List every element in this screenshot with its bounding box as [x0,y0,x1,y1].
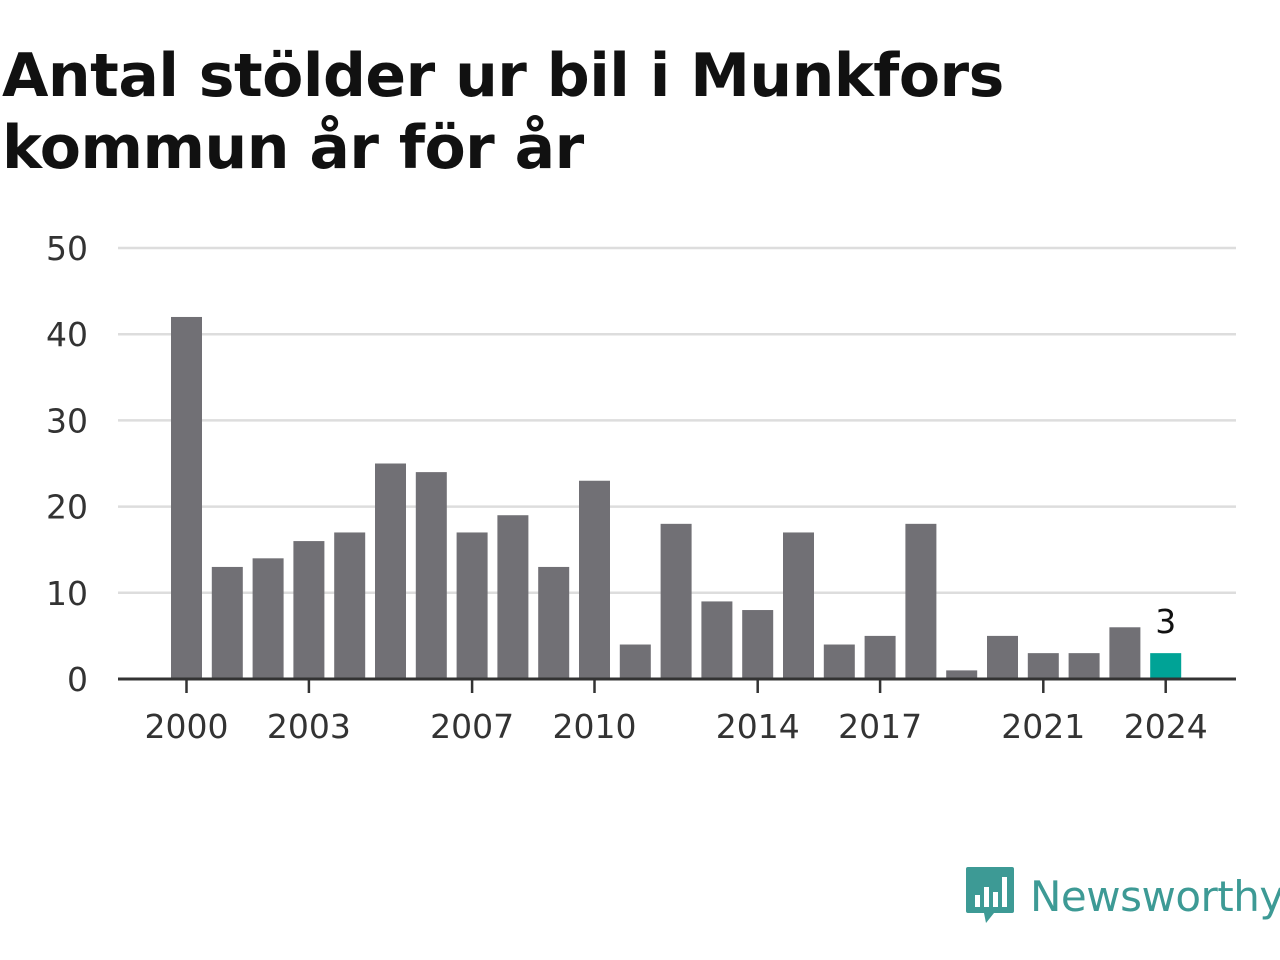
bar-2020 [987,635,1018,679]
x-tick-label-2010: 2010 [553,707,637,746]
bar-2024 [1150,653,1182,679]
bar-2022 [1068,653,1100,679]
x-tick-label-2014: 2014 [716,707,800,746]
bar-2002 [252,558,284,679]
y-axis: 0 10 20 30 40 50 [46,229,88,699]
bar-2009 [538,566,570,679]
bars [171,316,1182,679]
bar-2012 [660,523,692,679]
newsworthy-logo: Newsworthy [964,864,1280,928]
bar-2000 [171,316,202,679]
bar-2023 [1109,627,1141,679]
logo-text: Newsworthy [1030,871,1280,921]
y-tick-label-10: 10 [46,574,88,613]
bar-2010 [579,480,610,679]
bar-2014 [742,610,774,679]
value-label-2024: 3 [1155,602,1176,641]
value-labels: 3 [1155,602,1176,641]
bar-2013 [701,601,733,679]
bar-2021 [1027,653,1059,679]
bar-2001 [211,566,243,679]
y-tick-label-0: 0 [67,660,88,699]
bar-2019 [946,670,978,679]
x-tick-label-2021: 2021 [1001,707,1085,746]
x-tick-label-2017: 2017 [838,707,922,746]
bar-2005 [375,463,406,679]
bar-2017 [864,635,896,679]
bar-2007 [456,532,488,679]
y-tick-label-40: 40 [46,315,88,354]
x-tick-label-2000: 2000 [145,707,229,746]
x-tick-label-2024: 2024 [1124,707,1208,746]
newsworthy-chart-bubble-icon [966,867,1014,923]
chart-title: Antal stölder ur bil i Munkfors kommun å… [2,41,1004,183]
bar-2006 [415,472,447,679]
y-tick-label-20: 20 [46,488,88,527]
bar-2008 [497,515,529,679]
x-tick-label-2007: 2007 [430,707,514,746]
x-tick-label-2003: 2003 [267,707,351,746]
y-tick-label-50: 50 [46,229,88,268]
y-tick-label-30: 30 [46,401,88,440]
bar-2015 [783,532,814,679]
bar-2004 [334,532,366,679]
bar-2016 [823,644,855,679]
bar-2003 [293,541,325,679]
bar-chart: 0 10 20 30 40 50 2000 2003 2007 2010 2014 2017 2021… [46,229,1236,746]
bar-2011 [619,644,651,679]
bar-2018 [905,523,937,679]
x-axis: 2000 2003 2007 2010 2014 2017 2021 2024 [118,677,1236,746]
